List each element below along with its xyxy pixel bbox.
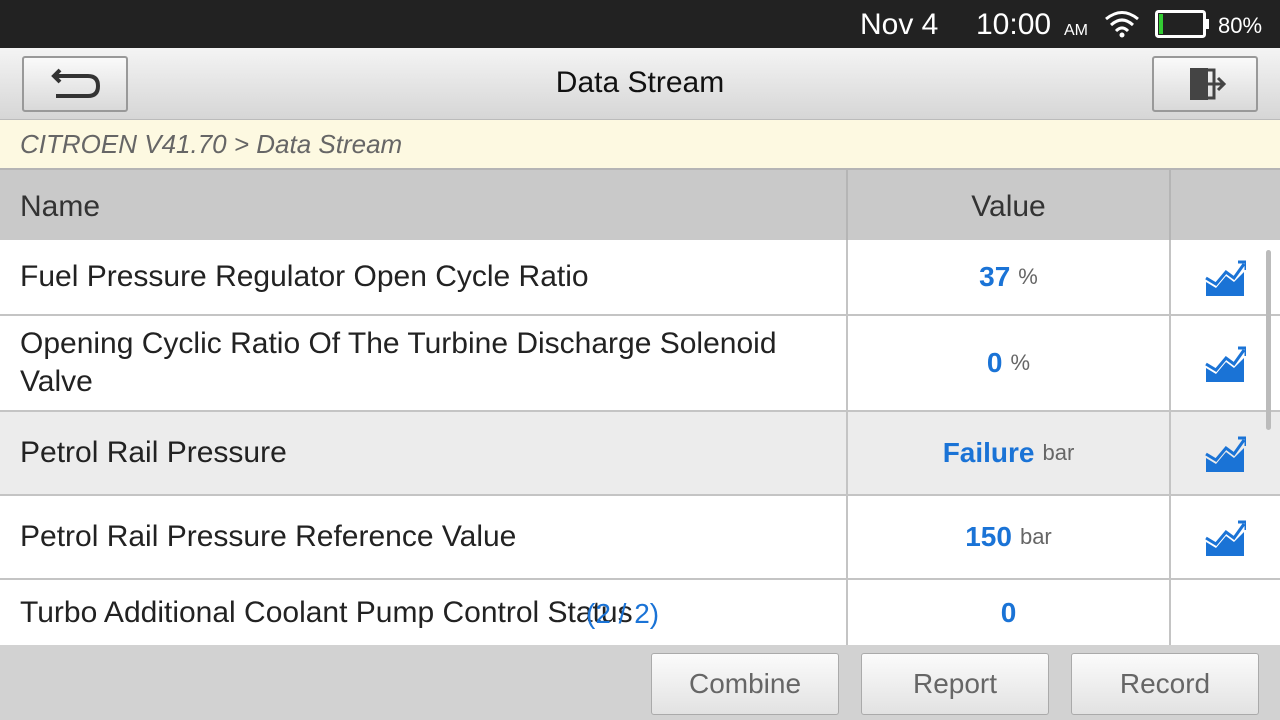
parameter-name: Petrol Rail Pressure Reference Value xyxy=(20,520,517,553)
parameter-name: Turbo Additional Coolant Pump Control St… xyxy=(20,595,633,629)
value-cell: 37% xyxy=(846,240,1171,314)
wifi-icon xyxy=(1105,11,1139,38)
table-row[interactable]: Petrol Rail Pressure Reference Value 150 b… xyxy=(0,496,1280,580)
parameter-name: Petrol Rail Pressure xyxy=(20,436,287,469)
bottom-bar: Combine Report Record xyxy=(0,645,1280,720)
parameter-value: 0 xyxy=(1000,596,1017,628)
parameter-unit: % xyxy=(1010,350,1031,375)
page-indicator: (2 / 2) xyxy=(586,598,660,629)
value-cell: 150 bar xyxy=(846,496,1171,578)
column-header: Value xyxy=(846,170,1171,240)
meridiem: AM xyxy=(1064,22,1088,39)
status-bar: Nov 4 10:00 AM 80% xyxy=(0,0,1280,48)
value-cell: 0 xyxy=(846,580,1171,645)
graph-toggle[interactable] xyxy=(1204,344,1246,384)
parameter-name: Opening Cyclic Ratio Of The Turbine Disc… xyxy=(20,327,777,398)
graph-toggle[interactable] xyxy=(1204,434,1246,474)
table-row[interactable]: Opening Cyclic Ratio Of The Turbine Disc… xyxy=(0,316,1280,412)
parameter-value: Failure xyxy=(942,437,1035,468)
page-title: Data Stream xyxy=(555,66,725,99)
back-button[interactable] xyxy=(22,56,128,112)
parameter-unit: bar xyxy=(1042,440,1075,465)
graph-toggle[interactable] xyxy=(1204,518,1246,558)
value-cell: Failure bar xyxy=(846,412,1171,494)
exit-icon xyxy=(1190,68,1227,100)
battery-icon xyxy=(1155,10,1209,38)
time: 10:00 xyxy=(976,8,1052,41)
parameter-unit: % xyxy=(1018,264,1038,289)
action-button[interactable]: Report xyxy=(861,653,1049,715)
date: Nov 4 xyxy=(860,8,939,41)
parameter-value: 37 xyxy=(979,261,1011,292)
table-row[interactable]: Fuel Pressure Regulator Open Cycle Ratio… xyxy=(0,240,1280,316)
value-cell: 0% xyxy=(846,316,1171,410)
column-header: Name xyxy=(20,190,101,223)
exit-button[interactable] xyxy=(1152,56,1258,112)
battery-level: 80% xyxy=(1218,13,1263,38)
parameter-unit: bar xyxy=(1019,524,1052,549)
back-icon xyxy=(51,68,101,98)
breadcrumb: CITROEN V41.70 > Data Stream xyxy=(0,120,1280,168)
parameter-value: 0 xyxy=(986,347,1003,378)
table-row[interactable]: Turbo Additional Coolant Pump Control St… xyxy=(0,580,1280,645)
table-header: Name Value xyxy=(0,168,1280,240)
table-row[interactable]: Petrol Rail Pressure Failure bar xyxy=(0,412,1280,496)
action-button[interactable]: Record xyxy=(1071,653,1259,715)
parameter-name: Fuel Pressure Regulator Open Cycle Ratio xyxy=(20,260,589,293)
scrollbar xyxy=(1266,250,1271,430)
action-button[interactable]: Combine xyxy=(651,653,839,715)
graph-toggle[interactable] xyxy=(1204,258,1246,298)
header: Data Stream xyxy=(0,48,1280,120)
parameter-value: 150 xyxy=(965,521,1012,552)
